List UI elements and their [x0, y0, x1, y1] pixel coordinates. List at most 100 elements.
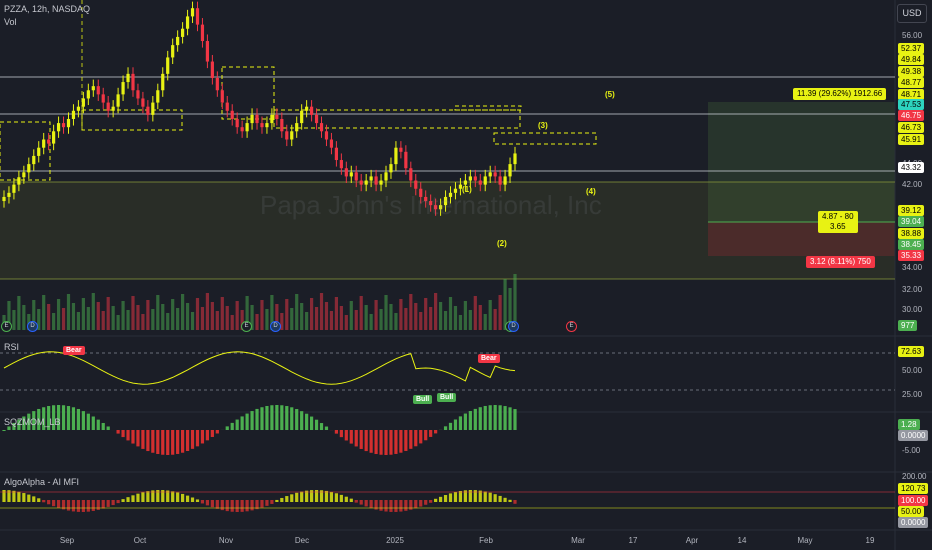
volume-bar	[270, 295, 274, 330]
mfi-bar	[86, 500, 90, 512]
candle-body	[52, 131, 56, 144]
sqzmom-tick: -5.00	[902, 446, 921, 455]
candle-body	[434, 205, 438, 210]
candle-body	[488, 172, 492, 177]
candle-body	[319, 123, 324, 132]
volume-bar	[161, 304, 165, 330]
volume-bar	[17, 296, 21, 330]
volume-bar	[329, 311, 334, 330]
currency-button[interactable]: USD	[897, 4, 927, 23]
candle-body	[71, 110, 76, 119]
mfi-bar	[404, 500, 408, 511]
candle-body	[171, 45, 175, 58]
volume-bar	[47, 304, 51, 330]
candle-body	[111, 106, 115, 111]
sqzmom-bar	[47, 406, 51, 430]
dividend-marker[interactable]: D	[27, 321, 38, 332]
volume-bar	[37, 309, 41, 330]
candle-body	[374, 176, 378, 185]
sqzmom-bar	[116, 430, 120, 434]
time-axis-label: May	[797, 536, 813, 545]
candle-body	[453, 188, 458, 193]
volume-bar	[324, 302, 329, 330]
mfi-bar	[230, 500, 234, 512]
dividend-marker[interactable]: D	[270, 321, 281, 332]
sqzmom-label[interactable]: SQZMOM_LB	[4, 417, 61, 427]
dividend-marker[interactable]: D	[508, 321, 519, 332]
volume-bar	[458, 315, 463, 330]
sqzmom-bar	[176, 430, 180, 454]
earnings-marker[interactable]: E	[1, 321, 12, 332]
rsi-label[interactable]: RSI	[4, 342, 20, 352]
earnings-marker[interactable]: E	[241, 321, 252, 332]
mfi-bar	[71, 500, 76, 512]
sqzmom-bar	[513, 409, 517, 430]
elliott-wave-label: (3)	[538, 121, 548, 130]
candle-body	[235, 118, 239, 128]
mfi-bar	[453, 492, 458, 502]
volume-bar	[275, 304, 279, 330]
stop-zone	[708, 222, 895, 256]
mfi-label[interactable]: AlgoAlpha - AI MFI	[4, 477, 80, 487]
symbol-title[interactable]: PZZA, 12h, NASDAQ	[4, 4, 91, 14]
candle-body	[146, 106, 150, 115]
mfi-bar	[265, 500, 269, 506]
volume-bar	[389, 304, 393, 330]
sqzmom-bar	[493, 405, 497, 430]
sqzmom-bar	[290, 407, 294, 430]
candle-body	[334, 147, 338, 161]
sqzmom-bar	[503, 406, 507, 430]
volume-bar	[56, 299, 61, 330]
mfi-bar	[176, 492, 180, 502]
sqzmom-bar	[166, 430, 170, 455]
sqzmom-bar	[17, 419, 21, 430]
volume-bar	[349, 301, 353, 330]
time-axis-label: Dec	[294, 536, 310, 545]
candle-body	[215, 77, 219, 91]
price-label: 43.32	[898, 162, 925, 173]
candle-body	[200, 24, 205, 42]
volume-bar	[265, 309, 269, 330]
elliott-wave-label: (4)	[586, 187, 596, 196]
sqzmom-bar	[42, 407, 46, 430]
candle-body	[458, 184, 463, 189]
sqzmom-bar	[106, 426, 110, 430]
candle-body	[126, 73, 130, 83]
volume-label[interactable]: Vol	[4, 17, 17, 27]
candle-body	[275, 114, 279, 119]
candle-body	[205, 41, 210, 62]
mfi-bar	[195, 499, 200, 502]
candle-body	[443, 196, 448, 206]
sqzmom-bar	[56, 405, 61, 430]
volume-bar	[71, 303, 76, 330]
volume-bar	[503, 279, 507, 330]
candle-body	[295, 123, 299, 132]
volume-bar	[32, 300, 36, 330]
candle-body	[508, 164, 512, 177]
sqzmom-bar	[171, 430, 175, 455]
volume-bar	[12, 310, 16, 330]
mfi-value: 120.73	[898, 483, 929, 494]
mfi-tick: 200.00	[902, 472, 927, 481]
mfi-bar	[7, 490, 11, 502]
candle-body	[483, 176, 487, 185]
sqzmom-bar	[384, 430, 388, 455]
rsi-value: 72.63	[898, 346, 925, 357]
candle-body	[493, 172, 497, 177]
sqzmom-bar	[146, 430, 150, 452]
volume-bar	[429, 307, 433, 330]
volume-bar	[131, 296, 135, 330]
sqzmom-bar	[359, 430, 363, 449]
candle-body	[414, 180, 418, 189]
price-label: 45.91	[898, 134, 925, 145]
volume-bar	[101, 311, 105, 330]
candle-body	[136, 90, 140, 99]
mfi-mid: 50.00	[898, 506, 925, 517]
candle-body	[394, 147, 398, 165]
candle-body	[349, 172, 353, 177]
mfi-bar	[290, 494, 294, 502]
price-label: 46.73	[898, 122, 925, 133]
sqzmom-bar	[309, 416, 314, 430]
earnings-marker[interactable]: E	[566, 321, 577, 332]
